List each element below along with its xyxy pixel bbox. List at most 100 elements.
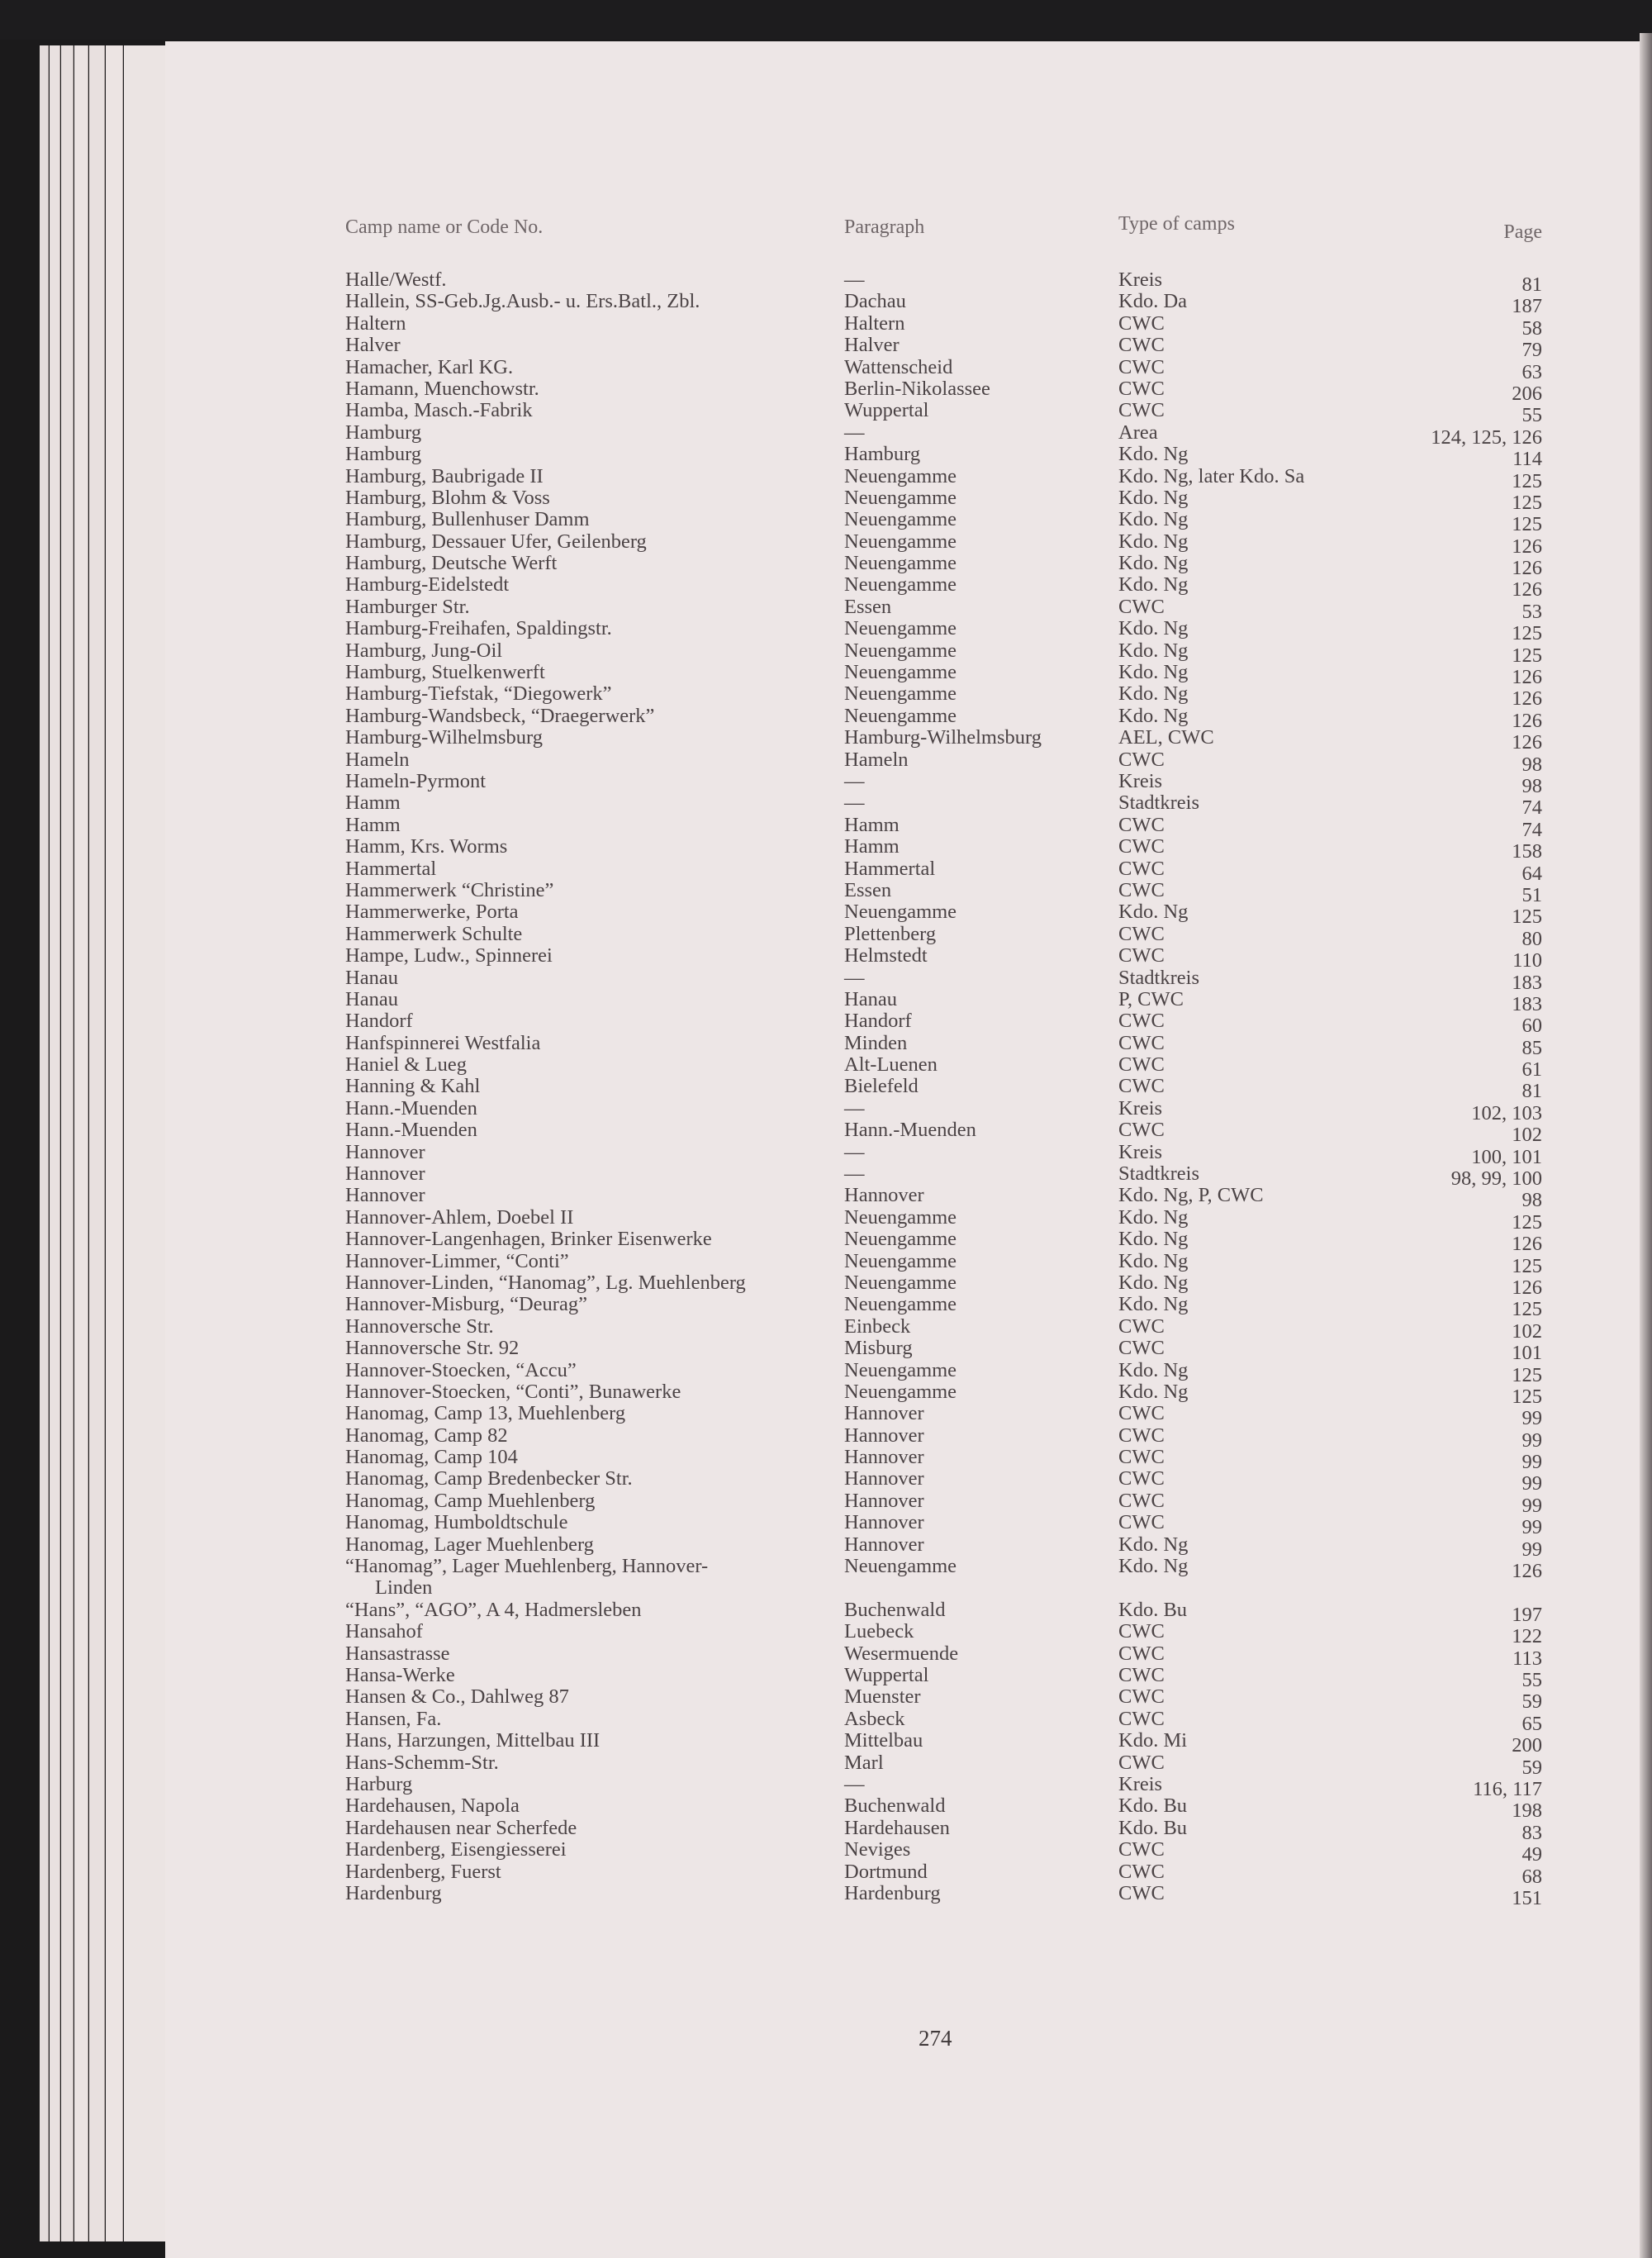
camp-name: Hammerwerk Schulte	[345, 923, 522, 945]
page-ref: 116, 117	[1473, 1778, 1542, 1800]
camp-name-text: Hanomag, Camp 13, Muehlenberg	[345, 1402, 626, 1425]
camp-name-text: Hamba, Masch.-Fabrik	[345, 399, 533, 422]
camp-name: Hammertal	[345, 858, 436, 880]
camp-type: Kdo. Ng	[1118, 487, 1188, 509]
camp-type: CWC	[1118, 1882, 1165, 1904]
camp-name: Hannover	[345, 1185, 425, 1206]
camp-name: Hardenburg	[345, 1882, 442, 1904]
page-ref-text: 49	[1521, 1843, 1543, 1866]
camp-type: P, CWC	[1118, 988, 1184, 1010]
camp-name: Hanomag, Humboldtschule	[345, 1512, 567, 1533]
camp-type-text: CWC	[1118, 1511, 1165, 1534]
page-ref: 101	[1512, 1342, 1542, 1365]
table-row: “Hans”, “AGO”, A 4, Hadmersleben Buchenwa…	[0, 1599, 1652, 1625]
page-ref: 74	[1522, 797, 1543, 819]
table-row: Hamburg, Blohm & Voss Neuengamme Kdo. Ng 12…	[0, 487, 1652, 513]
camp-name-text: Hampe, Ludw., Spinnerei	[345, 944, 553, 967]
paragraph: Marl	[844, 1752, 884, 1774]
paragraph-text: Hannover	[844, 1402, 924, 1425]
camp-type: CWC	[1118, 879, 1165, 901]
camp-type: Kdo. Ng	[1118, 509, 1188, 530]
camp-type: Kdo. Ng	[1118, 618, 1188, 639]
camp-name: Hameln	[345, 749, 410, 771]
camp-name-text: Halver	[345, 334, 401, 357]
paragraph-text: Hannover	[844, 1533, 924, 1556]
camp-type-text: Kdo. Ng	[1118, 443, 1189, 466]
camp-type: Kreis	[1118, 1141, 1162, 1163]
page-ref-text: 59	[1521, 1756, 1543, 1779]
camp-type-text: Kdo. Ng	[1118, 1533, 1189, 1556]
page-ref-text: 59	[1521, 1690, 1543, 1714]
page-ref-text: 126	[1512, 731, 1542, 754]
paragraph-text: Neuengamme	[844, 1293, 957, 1316]
camp-name: Hamburg-Wandsbeck, “Draegerwerk”	[345, 705, 654, 727]
paragraph-text: —	[844, 1772, 865, 1795]
page-ref: 53	[1522, 601, 1543, 623]
paragraph-text: Buchenwald	[844, 1795, 946, 1818]
page-ref-text: 101	[1512, 1342, 1542, 1365]
table-row: Hamburg-Eidelstedt Neuengamme Kdo. Ng 126	[0, 574, 1652, 601]
camp-name: Hamburg, Blohm & Voss	[345, 487, 550, 509]
camp-type-text: CWC	[1118, 1838, 1165, 1861]
camp-type: Kdo. Ng	[1118, 443, 1189, 466]
paragraph-text: Misburg	[844, 1337, 913, 1360]
paragraph: Hammertal	[844, 858, 935, 880]
page-ref: 102	[1512, 1124, 1542, 1146]
page-ref-text: 83	[1521, 1821, 1543, 1844]
paragraph-text: Neuengamme	[844, 1228, 957, 1251]
camp-type-text: CWC	[1118, 1664, 1165, 1687]
paragraph-text: —	[844, 1162, 865, 1186]
camp-type: Kdo. Ng	[1118, 639, 1188, 662]
camp-type: CWC	[1118, 312, 1165, 335]
table-row: Hann.-Muenden — Kreis 102, 103	[0, 1097, 1652, 1124]
paragraph: Einbeck	[844, 1315, 910, 1338]
paragraph-text: Luebeck	[844, 1620, 914, 1643]
camp-name-text: Hansen, Fa.	[345, 1707, 442, 1730]
page-ref-text: 126	[1512, 578, 1542, 601]
page-ref-text: 125	[1512, 644, 1542, 667]
camp-name: Hamm, Krs. Worms	[345, 835, 507, 858]
paragraph: Hamm	[844, 835, 900, 858]
paragraph: Neuengamme	[844, 509, 957, 530]
camp-name-text: Hannover-Linden, “Hanomag”, Lg. Muehlenb…	[345, 1271, 746, 1294]
table-row: Hannover Hannover Kdo. Ng, P, CWC 98	[0, 1185, 1652, 1211]
paragraph-text: Neviges	[844, 1838, 911, 1861]
page-ref: 59	[1521, 1756, 1543, 1779]
page-ref: 58	[1522, 317, 1543, 340]
camp-type-text: Kdo. Ng	[1118, 1249, 1189, 1272]
camp-name: Hamacher, Karl KG.	[345, 355, 514, 378]
camp-type-text: Kdo. Ng, later Kdo. Sa	[1118, 464, 1305, 487]
table-row: Haniel & Lueg Alt-Luenen CWC 61	[0, 1053, 1652, 1080]
paragraph: Hannover	[844, 1446, 924, 1468]
paragraph: Misburg	[844, 1337, 913, 1360]
camp-type: CWC	[1118, 1010, 1165, 1032]
camp-type: Kdo. Ng	[1118, 1206, 1188, 1229]
camp-type: CWC	[1118, 334, 1165, 356]
camp-type: Kdo. Bu	[1118, 1816, 1188, 1839]
table-row: Hanau — Stadtkreis 183	[0, 967, 1652, 993]
table-row: Hansahof Luebeck CWC 122	[0, 1620, 1652, 1647]
page-stack-edge	[61, 45, 74, 2241]
table-row: Hamburg, Bullenhuser Damm Neuengamme Kdo. …	[0, 509, 1652, 535]
paragraph-text: Neuengamme	[844, 1358, 957, 1381]
paragraph: —	[844, 792, 865, 814]
camp-name: Hamburg	[345, 443, 421, 465]
paragraph-text: Hann.-Muenden	[844, 1119, 976, 1142]
camp-name-text: Hammerwerke, Porta	[345, 901, 519, 924]
camp-name: Hamburg-Eidelstedt	[345, 574, 509, 596]
paragraph-text: Neuengamme	[844, 1555, 957, 1578]
camp-type-text: Kdo. Bu	[1118, 1816, 1188, 1839]
camp-name-text: Hamacher, Karl KG.	[345, 355, 514, 378]
camp-name: Haniel & Lueg	[345, 1053, 467, 1076]
camp-name: Hanomag, Lager Muehlenberg	[345, 1533, 594, 1556]
page-ref-text: 198	[1512, 1799, 1542, 1823]
camp-type-text: CWC	[1118, 1685, 1165, 1709]
camp-type: CWC	[1118, 1468, 1165, 1490]
page-ref-text: 126	[1512, 557, 1542, 580]
page-ref: 125	[1512, 492, 1542, 514]
page-ref: 183	[1512, 993, 1542, 1015]
camp-name: Hanomag, Camp 104	[345, 1446, 518, 1468]
paragraph-text: —	[844, 269, 865, 291]
paragraph: Bielefeld	[844, 1076, 919, 1097]
camp-name: Hardenberg, Eisengiesserei	[345, 1838, 567, 1861]
